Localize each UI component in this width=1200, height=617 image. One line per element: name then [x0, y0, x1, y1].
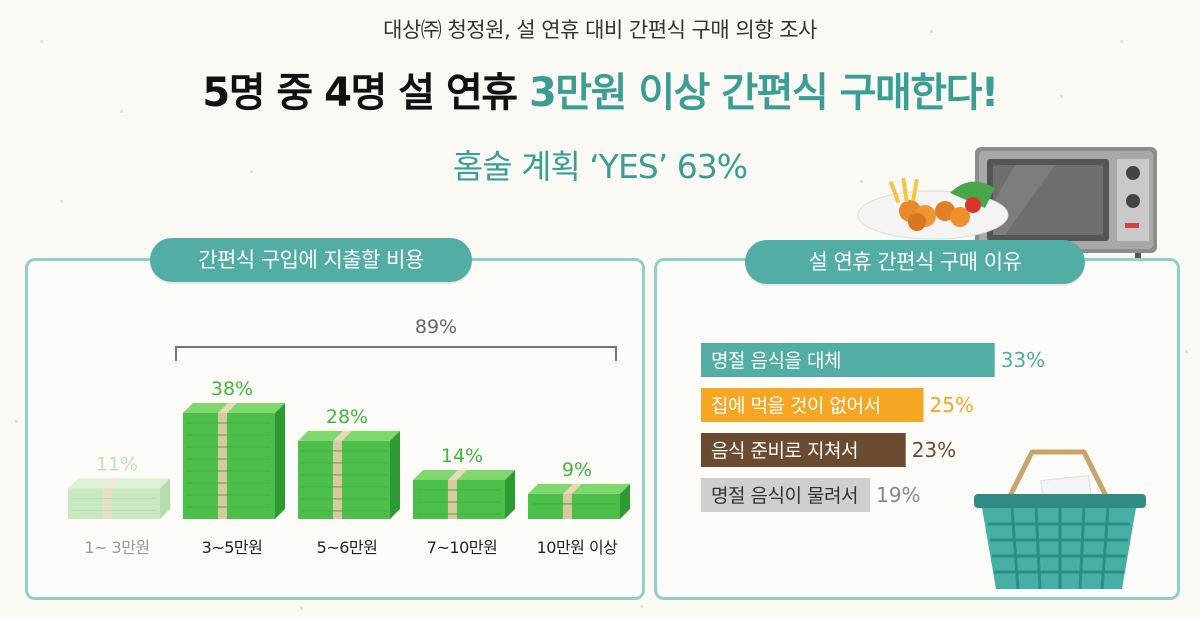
headline-part1: 5명 중 4명 설 연휴	[202, 70, 529, 116]
category-label: 7~10만원	[427, 538, 497, 557]
bracket-label: 89%	[415, 316, 457, 338]
reason-bar	[701, 343, 995, 377]
category-label: 1~ 3만원	[84, 538, 149, 557]
reason-bar	[701, 478, 871, 512]
survey-supertitle: 대상㈜ 청정원, 설 연휴 대비 간편식 구매 의향 조사	[383, 18, 817, 42]
reason-value-label: 23%	[912, 438, 956, 462]
spending-title: 간편식 구입에 지출할 비용	[150, 238, 472, 282]
category-label: 5~6만원	[317, 538, 378, 557]
reason-bar	[701, 433, 906, 467]
reason-value-label: 19%	[876, 483, 920, 507]
reasons-bar-chart: 명절 음식을 대체 33% 집에 먹을 것이 없어서 25% 음식 준비로 지쳐서 23%…	[701, 343, 1045, 512]
bar-value-label: 14%	[441, 445, 483, 467]
money-stack-bar	[413, 469, 515, 519]
bar-value-label: 11%	[96, 453, 138, 475]
reasons-title: 설 연휴 간편식 구매 이유	[745, 240, 1085, 284]
reason-label: 명절 음식이 물려서	[711, 485, 858, 507]
spending-bar-chart: 11% 1~ 3만원 38% 3~5만원 28% 5~6만원 14% 7~10만원 9% 10만원…	[68, 316, 630, 557]
bar-value-label: 28%	[326, 406, 368, 428]
shopping-basket-icon	[974, 449, 1146, 590]
category-label: 3~5만원	[202, 538, 263, 557]
money-stack-bar	[68, 478, 170, 519]
spending-panel: 11% 1~ 3만원 38% 3~5만원 28% 5~6만원 14% 7~10만원 9% 10만원…	[25, 258, 645, 600]
category-label: 10만원 이상	[537, 538, 619, 557]
reason-label: 집에 먹을 것이 없어서	[711, 395, 880, 417]
reason-value-label: 25%	[930, 393, 974, 417]
bar-value-label: 9%	[562, 459, 592, 481]
headline: 5명 중 4명 설 연휴 3만원 이상 간편식 구매한다!	[0, 60, 1200, 118]
bracket-line	[175, 346, 617, 361]
reason-label: 음식 준비로 지쳐서	[711, 440, 858, 462]
subheadline: 홈술 계획 ‘YES’ 63%	[452, 147, 748, 186]
reason-bar	[701, 388, 924, 422]
reason-label: 명절 음식을 대체	[711, 350, 841, 372]
money-stack-bar	[298, 430, 400, 519]
money-stack-bar	[528, 483, 630, 519]
reason-value-label: 33%	[1001, 348, 1045, 372]
money-stack-bar	[183, 403, 285, 519]
microwave-illustration	[857, 147, 1157, 261]
headline-highlight: 3만원 이상 간편식 구매한다!	[528, 70, 999, 116]
bar-value-label: 38%	[211, 378, 253, 400]
